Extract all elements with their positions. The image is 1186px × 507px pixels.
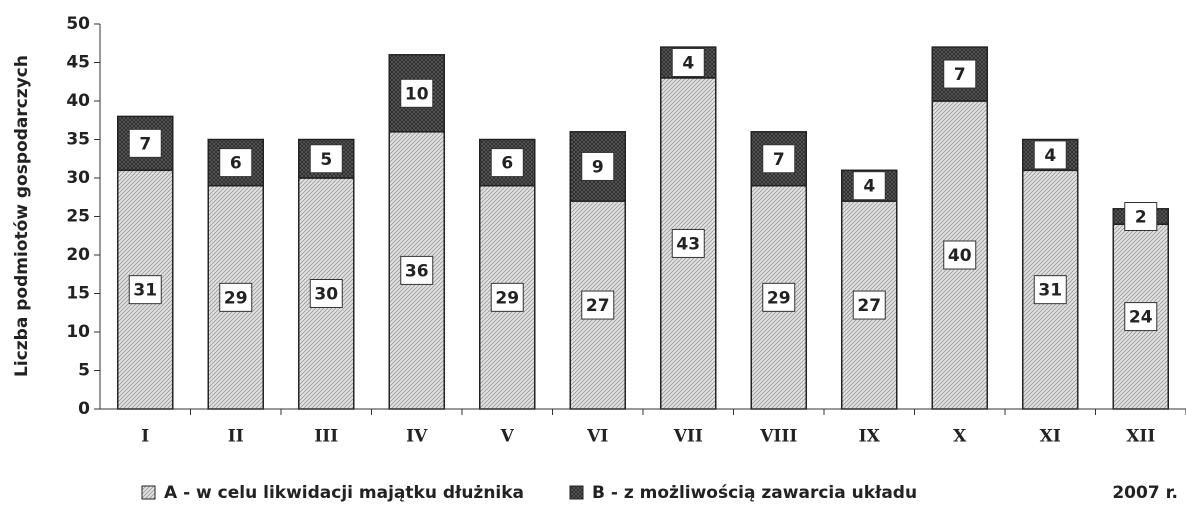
value-label-box xyxy=(762,282,796,312)
value-label: 7 xyxy=(773,150,785,170)
legend-label: B - z możliwością zawarcia układu xyxy=(592,483,917,503)
y-tick-label: 30 xyxy=(66,168,90,188)
value-label-box xyxy=(762,144,796,174)
y-tick-label: 25 xyxy=(66,207,90,227)
value-label: 9 xyxy=(592,157,604,177)
value-label-box xyxy=(309,279,343,308)
value-label: 4 xyxy=(682,54,694,74)
x-tick-label: VII xyxy=(673,427,703,447)
value-label: 24 xyxy=(1129,308,1153,328)
value-label-box xyxy=(852,171,886,201)
y-tick-label: 45 xyxy=(66,53,90,73)
value-label: 4 xyxy=(1044,146,1056,166)
value-label: 7 xyxy=(954,65,966,85)
value-label-box xyxy=(581,151,615,181)
value-label: 29 xyxy=(224,288,248,308)
x-tick-label: VI xyxy=(586,427,608,447)
y-tick-label: 35 xyxy=(66,130,90,150)
x-tick-label: I xyxy=(141,427,149,447)
x-tick-label: VIII xyxy=(759,427,797,447)
value-label-box xyxy=(852,290,886,320)
bar-segment xyxy=(931,46,988,102)
value-label-box xyxy=(1124,302,1158,332)
x-tick-label: II xyxy=(228,427,244,447)
value-label: 43 xyxy=(676,234,700,254)
value-label-box xyxy=(943,240,977,270)
value-label-box xyxy=(671,48,705,77)
value-label-box xyxy=(671,228,705,258)
y-tick-label: 20 xyxy=(66,245,90,265)
value-label: 7 xyxy=(139,134,151,154)
y-tick-label: 5 xyxy=(78,361,90,381)
value-label-box xyxy=(219,148,253,178)
y-tick-label: 10 xyxy=(66,322,90,342)
value-label-box xyxy=(400,78,434,108)
value-label-box xyxy=(309,144,343,174)
value-label-box xyxy=(1033,275,1067,305)
value-label-box xyxy=(943,59,977,89)
value-label: 5 xyxy=(320,150,332,170)
value-label: 29 xyxy=(495,288,519,308)
value-label-box xyxy=(400,255,434,285)
y-tick-label: 50 xyxy=(66,14,90,34)
value-label-box xyxy=(128,128,162,158)
value-label: 30 xyxy=(314,285,338,305)
value-label-box xyxy=(128,275,162,305)
x-tick-label: XI xyxy=(1040,427,1061,447)
legend-swatch xyxy=(141,485,156,500)
value-label: 40 xyxy=(948,246,972,266)
x-tick-label: XII xyxy=(1126,427,1155,447)
value-label-box xyxy=(219,282,253,312)
value-label: 27 xyxy=(857,296,881,316)
value-label-box xyxy=(1124,202,1158,231)
value-label-box xyxy=(581,290,615,320)
legend-swatch xyxy=(569,485,584,500)
value-label-box xyxy=(1033,140,1067,170)
y-tick-label: 0 xyxy=(78,399,90,419)
y-tick-label: 40 xyxy=(66,91,90,111)
x-tick-label: V xyxy=(500,427,515,447)
bar-segment xyxy=(207,184,264,410)
value-label-box xyxy=(490,148,524,178)
value-label: 10 xyxy=(405,84,429,104)
value-label: 29 xyxy=(767,288,791,308)
x-tick-label: IX xyxy=(859,427,881,447)
x-tick-label: III xyxy=(314,427,338,447)
value-label: 2 xyxy=(1135,208,1147,228)
value-label-box xyxy=(490,282,524,312)
legend-label: A - w celu likwidacji majątku dłużnika xyxy=(164,483,524,503)
x-tick-label: IV xyxy=(406,427,428,447)
y-axis-label: Liczba podmiotów gospodarczych xyxy=(12,55,32,377)
y-tick-label: 15 xyxy=(66,284,90,304)
value-label: 27 xyxy=(586,296,610,316)
bar-segment xyxy=(117,115,174,172)
x-tick-label: X xyxy=(953,427,967,447)
value-label: 31 xyxy=(133,281,157,301)
value-label: 4 xyxy=(863,177,875,197)
value-label: 6 xyxy=(501,154,513,174)
value-label: 31 xyxy=(1038,281,1062,301)
value-label: 36 xyxy=(405,261,429,281)
value-label: 6 xyxy=(230,154,242,174)
annotation: 2007 r. xyxy=(1112,483,1178,503)
